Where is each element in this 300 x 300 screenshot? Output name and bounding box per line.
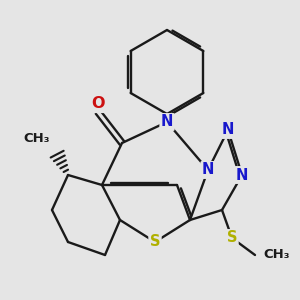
Text: CH₃: CH₃ — [263, 248, 290, 262]
Text: S: S — [227, 230, 237, 245]
Text: S: S — [150, 235, 160, 250]
Text: N: N — [236, 167, 248, 182]
Text: N: N — [222, 122, 234, 137]
Text: N: N — [202, 163, 214, 178]
Text: CH₃: CH₃ — [23, 132, 50, 145]
Text: N: N — [161, 115, 173, 130]
Text: O: O — [91, 97, 105, 112]
